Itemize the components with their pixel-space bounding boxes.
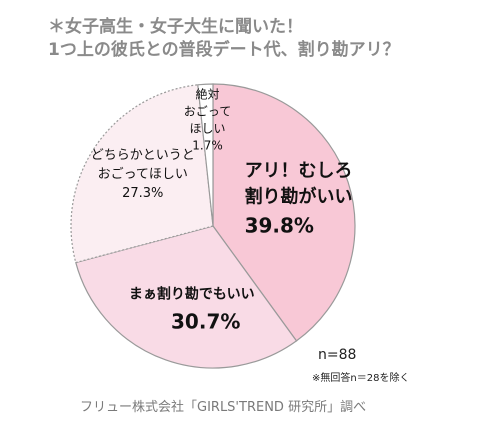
pie-label-line: おごってほしい	[98, 166, 188, 182]
survey-source: フリュー株式会社「GIRLS'TREND 研究所」調べ	[80, 400, 367, 415]
pie-slices	[70, 83, 356, 369]
pie-labels: アリ！むしろ割り勘がいい 39.8%まぁ割り勘でもいい 30.7%どちらかというとお…	[91, 86, 353, 333]
pie-slice-1	[212, 83, 356, 342]
pie-label-line: ほしい	[190, 121, 226, 135]
pie-value-label: 30.7%	[171, 309, 240, 333]
chart-title-line-1: ＊女子高生・女子大生に聞いた！	[48, 17, 303, 37]
sample-size: n=88	[318, 347, 357, 363]
pie-slice-2	[75, 225, 298, 369]
pie-value-label: 27.3%	[122, 186, 163, 201]
pie-value-label: 39.8%	[245, 214, 314, 238]
pie-label-1: アリ！むしろ割り勘がいい 39.8%	[245, 161, 353, 238]
pie-label-line: どちらかというと	[91, 148, 195, 163]
chart-title-line-2: 1つ上の彼氏との普段デート代、割り勘アリ？	[48, 40, 400, 60]
pie-label-line: おごって	[184, 103, 231, 118]
pie-value-label: 1.7%	[192, 138, 223, 152]
pie-label-3: どちらかというとおごってほしい 27.3%	[91, 148, 195, 201]
pie-label-line: アリ！むしろ	[245, 161, 353, 182]
pie-label-line: 割り勘がいい	[245, 186, 353, 208]
pie-slice-4	[197, 83, 214, 227]
pie-label-2: まぁ割り勘でもいい 30.7%	[129, 285, 255, 333]
pie-label-line: 絶対	[196, 86, 220, 101]
pie-label-4: 絶対おごってほしい 1.7%	[184, 86, 231, 152]
pie-label-line: まぁ割り勘でもいい	[129, 285, 255, 302]
pie-slice-3	[70, 84, 214, 264]
nonresponse-note: ※無回答n＝28を除く	[312, 373, 410, 384]
